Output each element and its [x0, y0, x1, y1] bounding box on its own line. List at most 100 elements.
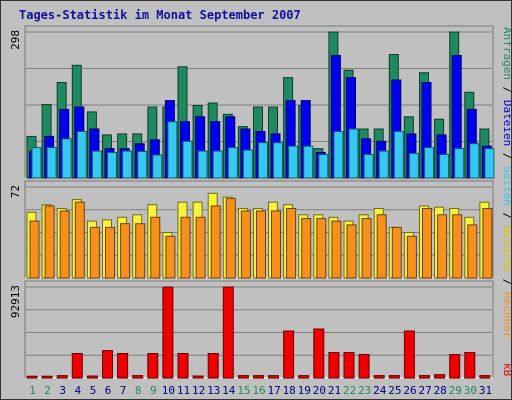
day-label-15: 15 [237, 384, 250, 397]
day-label-1: 1 [29, 384, 36, 397]
legend-part: / [501, 80, 511, 100]
bar-kb-day-9 [147, 353, 159, 379]
bar-seiten-day-24 [378, 150, 389, 179]
bar-rechner-day-9 [150, 216, 161, 279]
day-label-20: 20 [313, 384, 326, 397]
bar-kb-day-28 [434, 374, 446, 379]
day-label-25: 25 [388, 384, 401, 397]
day-label-13: 13 [207, 384, 220, 397]
day-label-21: 21 [328, 384, 341, 397]
bar-seiten-day-2 [46, 147, 57, 179]
bar-kb-day-8 [132, 375, 144, 379]
bar-kb-day-26 [403, 330, 415, 379]
panel-kb: 92913 [9, 280, 494, 379]
bar-rechner-day-7 [120, 223, 131, 279]
bar-rechner-day-16 [256, 210, 266, 279]
day-label-6: 6 [105, 384, 112, 397]
bar-rechner-day-3 [59, 210, 70, 279]
bar-kb-day-12 [192, 375, 204, 379]
legend-part: Rechner [501, 292, 511, 339]
day-label-10: 10 [162, 384, 175, 397]
bar-seiten-day-7 [122, 150, 133, 179]
day-label-5: 5 [90, 384, 97, 397]
day-label-7: 7 [120, 384, 127, 397]
day-label-9: 9 [150, 384, 157, 397]
legend-part: Dateien [501, 100, 511, 146]
day-label-16: 16 [252, 384, 265, 397]
bar-rechner-day-1 [29, 220, 40, 279]
bar-seiten-day-20 [318, 154, 329, 179]
day-label-22: 22 [343, 384, 356, 397]
bar-kb-day-17 [268, 375, 279, 379]
day-label-19: 19 [298, 384, 311, 397]
bar-kb-day-25 [388, 375, 400, 379]
bar-rechner-day-30 [467, 224, 478, 279]
bar-seiten-day-3 [61, 138, 72, 179]
bar-rechner-day-12 [195, 216, 206, 279]
bar-kb-day-30 [464, 352, 476, 379]
day-label-24: 24 [373, 384, 387, 397]
day-label-11: 11 [177, 384, 190, 397]
bar-rechner-day-25 [391, 226, 402, 279]
bar-rechner-day-26 [406, 235, 417, 279]
bar-seiten-day-26 [408, 153, 419, 179]
bar-rechner-day-24 [376, 214, 387, 279]
day-label-29: 29 [449, 384, 462, 397]
legend-part: Anfragen [501, 27, 511, 80]
bar-seiten-day-21 [333, 131, 344, 179]
bar-seiten-day-8 [137, 151, 148, 179]
bar-kb-day-15 [237, 375, 249, 379]
bar-kb-day-11 [177, 353, 189, 379]
bar-seiten-day-12 [197, 150, 208, 179]
day-label-2: 2 [44, 384, 51, 397]
day-label-14: 14 [222, 384, 236, 397]
side-legend-upper: Anfragen / Dateien / Seiten / Besuche / … [501, 27, 511, 339]
bar-seiten-day-6 [107, 152, 117, 179]
bar-rechner-day-11 [180, 216, 191, 279]
bar-kb-day-21 [328, 352, 340, 379]
bar-seiten-day-4 [76, 131, 87, 179]
bar-kb-day-1 [26, 375, 38, 379]
bar-rechner-day-27 [422, 208, 432, 279]
bar-rechner-day-14 [225, 197, 236, 279]
bar-seiten-day-17 [273, 142, 283, 179]
day-label-30: 30 [464, 384, 477, 397]
bar-kb-day-4 [71, 353, 83, 379]
bar-rechner-day-5 [89, 226, 100, 279]
bar-kb-day-22 [343, 352, 355, 379]
bar-rechner-day-20 [316, 218, 327, 279]
panel-background [24, 280, 494, 379]
bar-kb-day-10 [162, 286, 174, 379]
bar-rechner-day-4 [74, 201, 85, 279]
legend-part: Seiten [501, 166, 511, 206]
bar-rechner-day-28 [437, 214, 448, 279]
legend-part: / [501, 146, 511, 166]
day-label-26: 26 [403, 384, 416, 397]
day-label-28: 28 [434, 384, 447, 397]
bar-seiten-day-19 [303, 145, 314, 179]
bar-kb-day-18 [283, 330, 295, 379]
side-legend-kb: kB [501, 363, 511, 377]
bar-seiten-day-9 [152, 154, 163, 179]
bar-rechner-day-13 [210, 205, 221, 279]
bar-rechner-day-15 [240, 210, 251, 279]
bar-kb-day-20 [313, 328, 325, 379]
day-label-27: 27 [418, 384, 431, 397]
bar-seiten-day-14 [227, 147, 238, 179]
bar-seiten-day-22 [348, 128, 359, 179]
y-max-label: 92913 [9, 285, 22, 318]
legend-part: / [501, 206, 511, 226]
chart-panels: 298 72 92913 [9, 25, 495, 379]
bar-kb-day-16 [253, 375, 264, 379]
bar-seiten-day-31 [484, 148, 495, 179]
bar-kb-day-19 [298, 375, 310, 379]
legend-part: / [501, 272, 511, 292]
bar-kb-day-24 [373, 375, 385, 379]
day-label-31: 31 [479, 384, 492, 397]
bar-kb-day-2 [41, 375, 53, 379]
bar-kb-day-3 [56, 375, 68, 379]
bar-rechner-day-10 [165, 235, 176, 279]
bar-kb-day-6 [102, 350, 113, 379]
bar-rechner-day-6 [105, 226, 115, 279]
